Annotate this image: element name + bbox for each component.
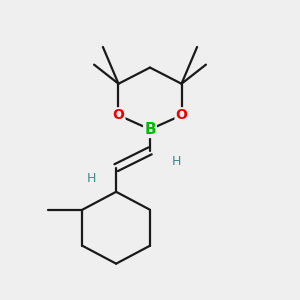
Text: O: O bbox=[176, 108, 188, 122]
Text: H: H bbox=[86, 172, 96, 185]
Text: B: B bbox=[144, 122, 156, 137]
Text: O: O bbox=[112, 108, 124, 122]
Text: H: H bbox=[172, 155, 181, 168]
